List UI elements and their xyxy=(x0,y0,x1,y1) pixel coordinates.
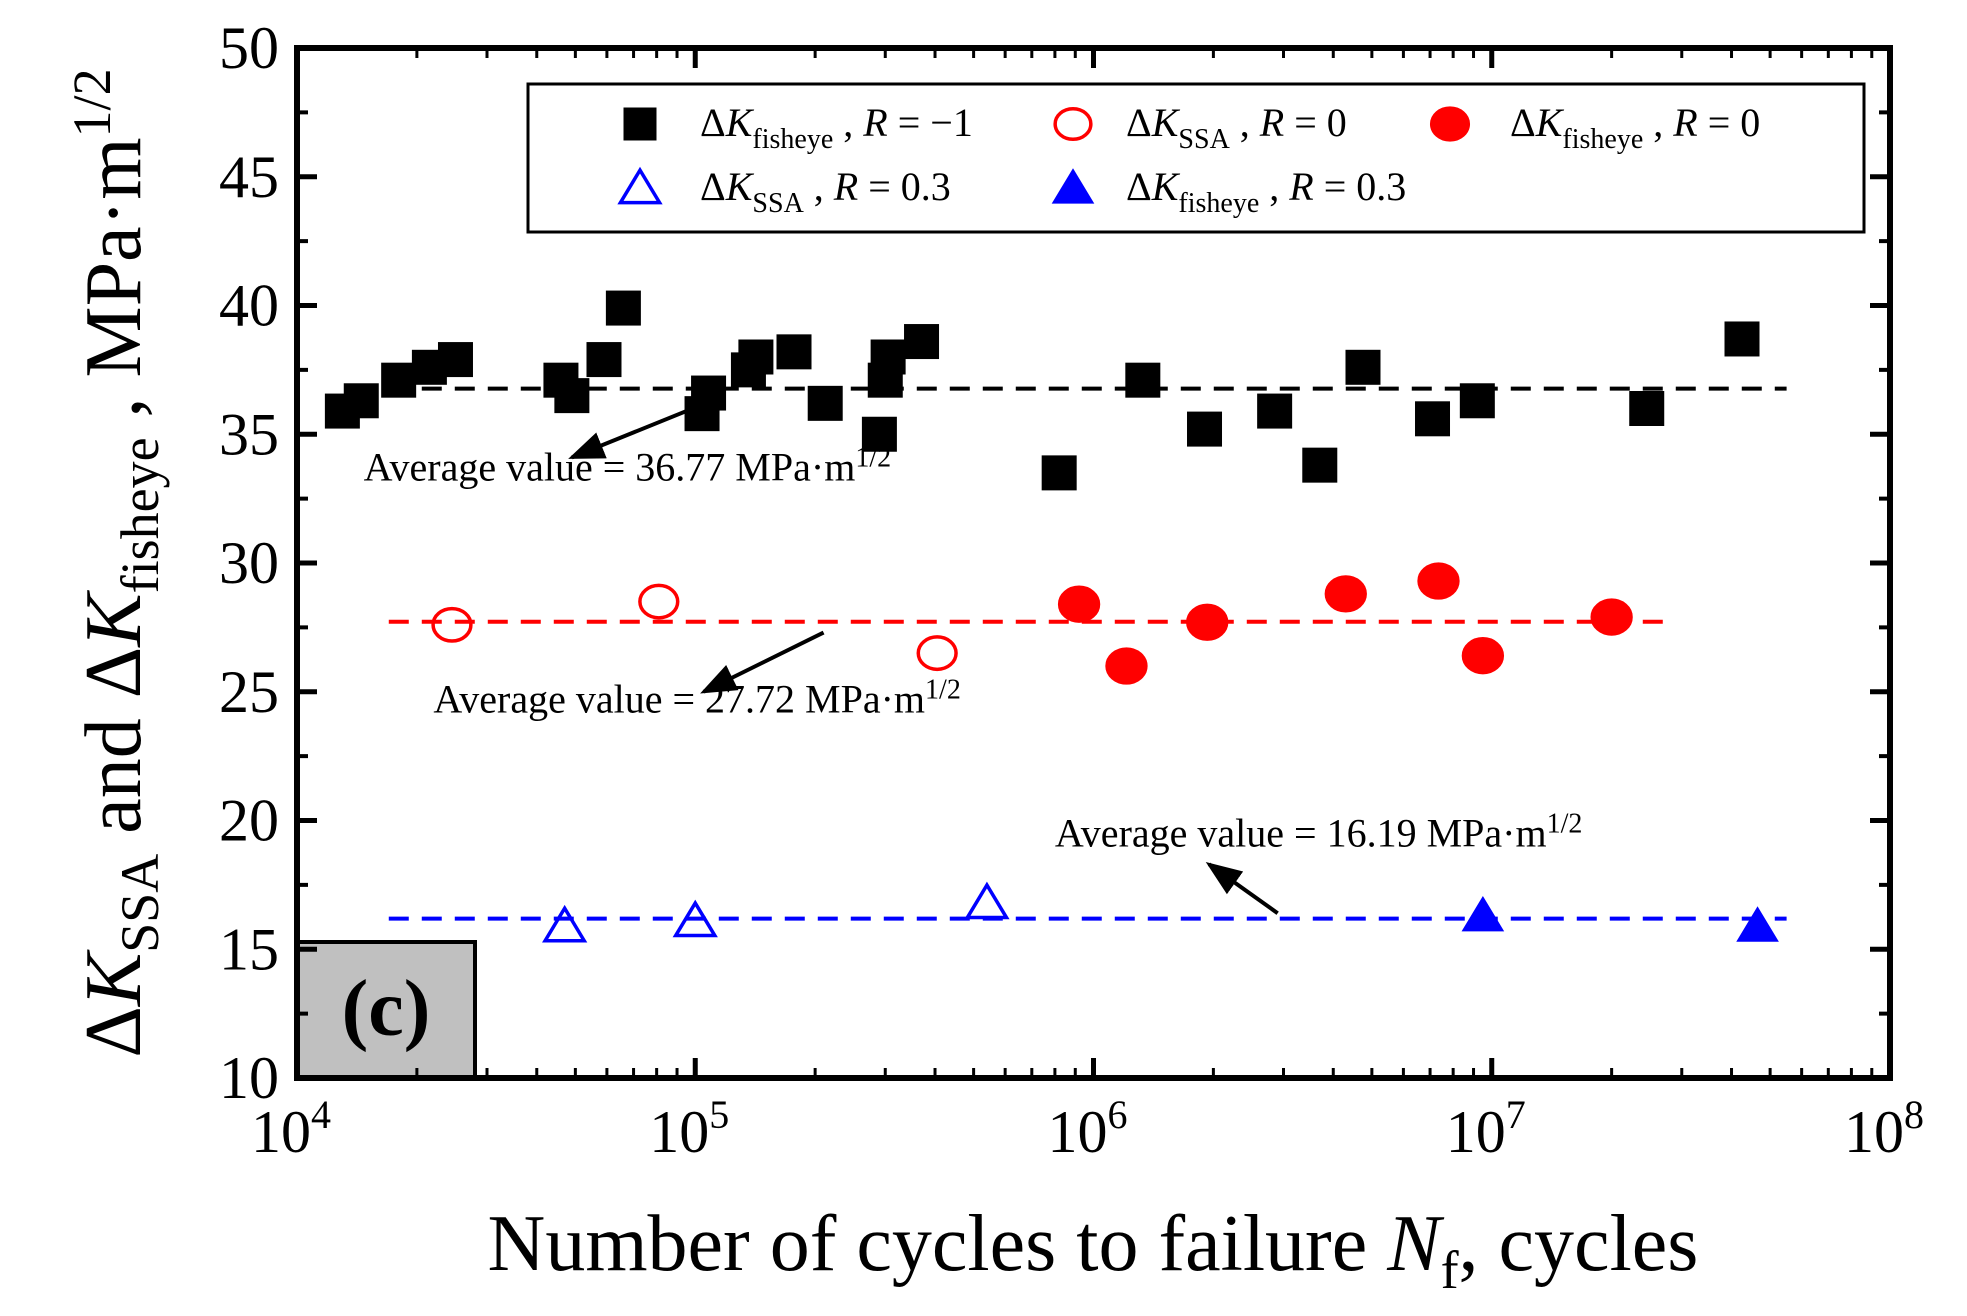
point-fisheye-r-neg1-29 xyxy=(1724,321,1760,357)
legend-marker-fisheye-r0 xyxy=(1429,106,1471,142)
legend-label-ssa-r03: ΔKSSA , R = 0.3 xyxy=(700,164,951,219)
point-fisheye-r-neg1-7 xyxy=(554,378,590,414)
annotation-text-2: Average value = 27.72 MPa·m1/2 xyxy=(433,674,960,721)
x-tick-label: 106 xyxy=(1048,1092,1128,1165)
x-axis-title: Number of cycles to failure Nf, cycles xyxy=(488,1200,1699,1300)
point-fisheye-r-neg1-13 xyxy=(738,339,774,375)
point-fisheye-r03-2 xyxy=(1736,906,1779,942)
point-fisheye-r-neg1-11 xyxy=(691,375,727,411)
point-fisheye-r0-1 xyxy=(1057,585,1101,623)
annotation-arrow-2 xyxy=(700,630,825,694)
point-fisheye-r-neg1-18 xyxy=(870,339,906,375)
panel-label-box: (c) xyxy=(295,940,477,1080)
point-fisheye-r-neg1-28 xyxy=(1629,391,1665,426)
legend-marker-ssa-r0 xyxy=(1053,106,1093,142)
point-fisheye-r-neg1-26 xyxy=(1415,401,1451,437)
point-fisheye-r0-5 xyxy=(1417,562,1460,600)
y-tick-label: 40 xyxy=(219,273,279,339)
y-tick-label: 10 xyxy=(219,1045,279,1111)
point-ssa-r0-3 xyxy=(916,635,958,672)
legend-label-fisheye-r03: ΔKfisheye , R = 0.3 xyxy=(1126,164,1406,219)
y-tick-label: 20 xyxy=(219,788,279,854)
legend-item-fisheye-r-neg1: ΔKfisheye , R = −1 xyxy=(623,100,973,155)
y-tick-label: 15 xyxy=(219,916,279,982)
point-fisheye-r-neg1-27 xyxy=(1459,383,1495,419)
point-fisheye-r0-4 xyxy=(1324,575,1367,613)
x-tick-label: 108 xyxy=(1844,1092,1924,1165)
point-ssa-r03-3 xyxy=(964,881,1010,920)
point-ssa-r03-2 xyxy=(672,899,718,938)
point-fisheye-r-neg1-23 xyxy=(1257,393,1293,429)
point-fisheye-r-neg1-8 xyxy=(586,342,622,378)
point-fisheye-r-neg1-25 xyxy=(1345,349,1381,385)
annotations: Average value = 36.77 MPa·m1/2 Average va… xyxy=(364,409,1582,915)
annotation-arrow-3 xyxy=(1205,861,1279,915)
x-tick-label: 107 xyxy=(1446,1092,1526,1165)
y-axis-title: ΔKSSA and ΔKfisheye , MPa·m1/2 xyxy=(62,68,170,1057)
legend-item-fisheye-r03: ΔKfisheye , R = 0.3 xyxy=(1051,164,1406,219)
legend-label-fisheye-r0: ΔKfisheye , R = 0 xyxy=(1510,100,1760,155)
point-fisheye-r0-2 xyxy=(1105,647,1148,685)
point-fisheye-r-neg1-21 xyxy=(1125,362,1161,398)
panel-label: (c) xyxy=(342,965,431,1053)
annotation-text-1: Average value = 36.77 MPa·m1/2 xyxy=(364,443,891,490)
legend-box xyxy=(526,82,1866,234)
point-fisheye-r03-1 xyxy=(1461,895,1505,932)
legend: ΔKfisheye , R = −1 ΔKSSA , R = 0 ΔKfisheye… xyxy=(526,82,1866,234)
y-tick-label: 35 xyxy=(219,401,279,467)
y-tick-label: 25 xyxy=(219,659,279,725)
y-tick-label: 45 xyxy=(219,144,279,210)
x-tick-label: 105 xyxy=(649,1092,729,1165)
point-fisheye-r-neg1-19 xyxy=(904,324,940,360)
panel-label-background xyxy=(295,940,477,1080)
point-fisheye-r-neg1-20 xyxy=(1041,455,1077,491)
y-tick-label: 30 xyxy=(219,530,279,596)
legend-label-ssa-r0: ΔKSSA , R = 0 xyxy=(1126,100,1347,155)
point-fisheye-r-neg1-15 xyxy=(807,385,843,421)
point-fisheye-r-neg1-3 xyxy=(381,362,417,398)
point-fisheye-r-neg1-5 xyxy=(437,342,473,378)
point-fisheye-r0-6 xyxy=(1461,637,1505,675)
point-ssa-r0-2 xyxy=(638,583,680,620)
x-tick-label: 104 xyxy=(251,1092,331,1165)
legend-item-ssa-r03: ΔKSSA , R = 0.3 xyxy=(617,164,951,219)
point-fisheye-r-neg1-22 xyxy=(1187,411,1223,447)
point-fisheye-r-neg1-9 xyxy=(605,290,641,326)
reference-lines xyxy=(388,386,1787,921)
data-marks xyxy=(324,290,1779,943)
axes: 10 15 20 25 30 35 40 45 50 104 105 106 107 108 Number … xyxy=(62,15,1924,1300)
legend-item-fisheye-r0: ΔKfisheye , R = 0 xyxy=(1429,100,1760,155)
y-tick-label: 50 xyxy=(219,15,279,81)
legend-item-ssa-r0: ΔKSSA , R = 0 xyxy=(1053,100,1347,155)
point-fisheye-r-neg1-24 xyxy=(1302,447,1338,483)
point-fisheye-r-neg1-14 xyxy=(776,334,812,370)
point-fisheye-r0-3 xyxy=(1186,603,1229,641)
legend-marker-fisheye-r03 xyxy=(1051,168,1095,204)
point-fisheye-r-neg1-2 xyxy=(343,383,379,419)
legend-marker-fisheye-r-neg1 xyxy=(623,107,657,141)
point-fisheye-r0-7 xyxy=(1590,598,1633,636)
legend-label-fisheye-r-neg1: ΔKfisheye , R = −1 xyxy=(700,100,973,155)
point-fisheye-r-neg1-16 xyxy=(861,416,897,452)
annotation-arrow-1 xyxy=(568,409,688,460)
point-ssa-r0-1 xyxy=(431,606,473,643)
point-ssa-r03-1 xyxy=(542,904,588,943)
legend-marker-ssa-r03 xyxy=(617,166,663,205)
annotation-text-3: Average value = 16.19 MPa·m1/2 xyxy=(1055,808,1582,855)
